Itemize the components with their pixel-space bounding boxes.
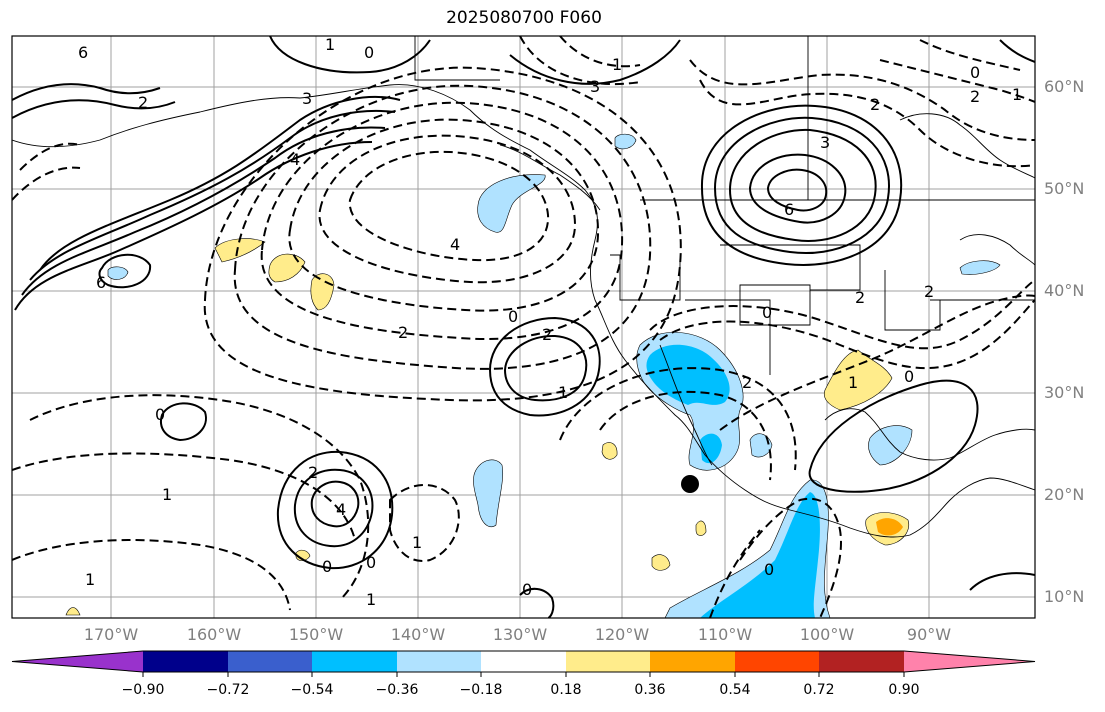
contour-label: 2 xyxy=(308,463,318,482)
gridlines xyxy=(12,36,1035,618)
colorbar-tick-label: −0.72 xyxy=(206,682,250,698)
contour-label: 2 xyxy=(855,288,865,307)
lon-label: 130°W xyxy=(492,625,548,644)
contour-label: 0 xyxy=(970,63,980,82)
location-marker xyxy=(681,475,699,493)
contour-label: 0 xyxy=(366,553,376,572)
lat-label: 20°N xyxy=(1044,485,1085,504)
contour-label: 3 xyxy=(302,89,312,108)
lon-label: 110°W xyxy=(697,625,753,644)
contour-label: 1 xyxy=(612,55,622,74)
shaded-regions xyxy=(65,133,1001,618)
contour-label: 6 xyxy=(784,200,794,219)
contour-label: 2 xyxy=(138,93,148,112)
lon-label: 100°W xyxy=(799,625,855,644)
lat-label: 50°N xyxy=(1044,179,1085,198)
contour-label: 0 xyxy=(508,307,518,326)
contour-labels: 6 1 0 2 3 4 6 4 2 0 1 2 4 3 1 0 2 0 1 2 … xyxy=(78,35,1022,609)
colorbar-tick-label: −0.18 xyxy=(459,682,503,698)
contour-label: 0 xyxy=(904,367,914,386)
contour-label: 2 xyxy=(924,282,934,301)
lon-label: 140°W xyxy=(390,625,446,644)
contour-label: 1 xyxy=(412,533,422,552)
contour-label: 2 xyxy=(398,323,408,342)
contour-label: 3 xyxy=(820,133,830,152)
lat-label: 60°N xyxy=(1044,77,1085,96)
colorbar-tick-label: 0.36 xyxy=(634,682,666,698)
contour-label: 0 xyxy=(764,560,774,579)
lon-label: 90°W xyxy=(906,625,952,644)
contour-label: 0 xyxy=(322,557,332,576)
contour-label: 1 xyxy=(848,373,858,392)
contour-label: 1 xyxy=(1012,85,1022,104)
contour-label: 1 xyxy=(325,35,335,54)
contour-label: 0 xyxy=(522,580,532,599)
colorbar-tick-label: 0.90 xyxy=(888,682,920,698)
colorbar-tick-label: 0.54 xyxy=(719,682,751,698)
contour-label: 4 xyxy=(290,150,300,169)
contour-label: 2 xyxy=(970,87,980,106)
contour-label: 1 xyxy=(162,485,172,504)
contour-label: 2 xyxy=(870,95,880,114)
colorbar-tick-label: −0.36 xyxy=(375,682,419,698)
colorbar-tick-label: 0.18 xyxy=(550,682,582,698)
colorbar-tick-label: −0.54 xyxy=(290,682,334,698)
lat-label: 40°N xyxy=(1044,281,1085,300)
contour-label: 6 xyxy=(78,43,88,62)
contour-label: 4 xyxy=(336,500,346,519)
coastlines xyxy=(12,36,1035,538)
contour-label: 1 xyxy=(558,383,568,402)
contour-label: 2 xyxy=(542,325,552,344)
contour-label: 0 xyxy=(155,405,165,424)
colorbar-tick-label: 0.72 xyxy=(803,682,835,698)
colorbar-tick-label: −0.90 xyxy=(121,682,165,698)
lon-label: 170°W xyxy=(83,625,139,644)
contour-label: 3 xyxy=(590,77,600,96)
lon-label: 120°W xyxy=(594,625,650,644)
lat-label: 10°N xyxy=(1044,587,1085,606)
map-title: 2025080700 F060 xyxy=(446,8,602,28)
contour-label: 1 xyxy=(366,590,376,609)
contour-label: 1 xyxy=(85,570,95,589)
lon-label: 150°W xyxy=(288,625,344,644)
lon-label: 160°W xyxy=(186,625,242,644)
contour-label: 0 xyxy=(364,43,374,62)
lat-label: 30°N xyxy=(1044,383,1085,402)
dashed-contours xyxy=(12,36,1035,618)
contour-label: 4 xyxy=(450,235,460,254)
contour-label: 0 xyxy=(762,303,772,322)
contour-label: 6 xyxy=(96,273,106,292)
contour-label: 2 xyxy=(742,373,752,392)
